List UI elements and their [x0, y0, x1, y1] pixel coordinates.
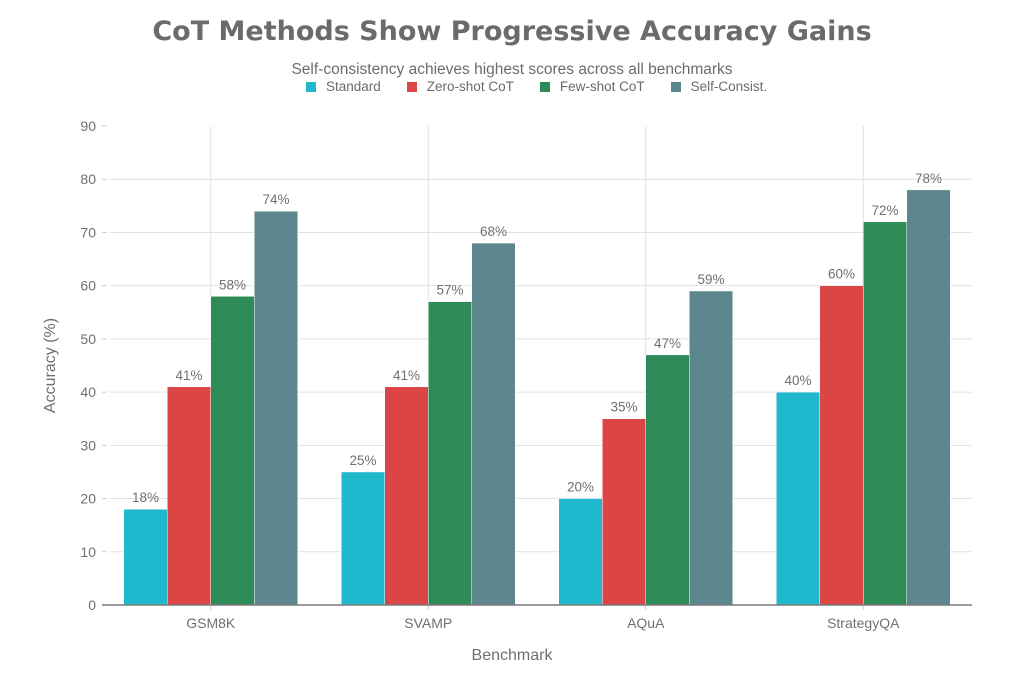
- chart-title: CoT Methods Show Progressive Accuracy Ga…: [152, 16, 872, 47]
- y-tick-label: 20: [80, 491, 96, 507]
- bar[interactable]: [776, 391, 820, 606]
- bar[interactable]: [602, 418, 646, 606]
- bar[interactable]: [428, 301, 472, 606]
- legend-swatch: [306, 81, 316, 92]
- y-tick-label: 60: [80, 278, 96, 294]
- data-label: 47%: [654, 336, 681, 351]
- bar[interactable]: [341, 471, 385, 606]
- bar[interactable]: [645, 354, 690, 606]
- legend-swatch: [406, 81, 417, 92]
- y-tick-label: 10: [80, 544, 96, 560]
- x-axis-title: Benchmark: [472, 647, 554, 664]
- x-tick-label: AQuA: [627, 615, 665, 631]
- bar[interactable]: [819, 285, 864, 606]
- y-axis-ticks: 0 10 20 30 40 50 60 70 80 90: [80, 118, 107, 613]
- data-label: 18%: [132, 490, 159, 505]
- data-label: 40%: [784, 373, 811, 388]
- legend-item[interactable]: Standard: [306, 79, 381, 94]
- data-label: 58%: [219, 277, 246, 292]
- y-tick-label: 40: [80, 384, 96, 400]
- y-axis-title: Accuracy (%): [42, 318, 59, 413]
- bar[interactable]: [471, 242, 516, 606]
- legend: Standard Zero-shot CoT Few-shot CoT Self-Co…: [306, 79, 793, 94]
- y-tick-label: 0: [88, 597, 96, 613]
- bar[interactable]: [167, 386, 211, 606]
- legend-swatch: [670, 81, 681, 92]
- data-label: 41%: [175, 368, 202, 383]
- bar[interactable]: [210, 296, 255, 606]
- legend-swatch: [539, 81, 550, 92]
- x-axis-ticks: GSM8K SVAMP AQuA StrategyQA: [186, 605, 900, 631]
- legend-item[interactable]: Zero-shot CoT: [406, 79, 514, 94]
- data-label: 72%: [871, 203, 898, 218]
- data-label: 25%: [349, 453, 376, 468]
- bars: [123, 189, 951, 606]
- y-tick-label: 50: [80, 331, 96, 347]
- data-label: 74%: [262, 192, 289, 207]
- bar[interactable]: [123, 508, 168, 606]
- legend-label: Few-shot CoT: [559, 79, 645, 94]
- x-tick-label: StrategyQA: [827, 615, 900, 631]
- data-label: 35%: [610, 400, 637, 415]
- x-tick-label: GSM8K: [186, 615, 236, 631]
- legend-label: Self-Consist.: [690, 79, 768, 94]
- data-label: 41%: [393, 368, 420, 383]
- bar[interactable]: [689, 290, 733, 606]
- data-label: 57%: [436, 283, 463, 298]
- y-tick-label: 70: [80, 224, 96, 240]
- legend-item[interactable]: Few-shot CoT: [539, 79, 645, 94]
- bar[interactable]: [384, 386, 429, 606]
- data-label: 59%: [697, 272, 724, 287]
- data-labels: 18% 41% 58% 74% 25% 41% 57% 68% 20% 35% 47% 59% 40% 6…: [132, 171, 942, 505]
- legend-item[interactable]: Self-Consist.: [670, 79, 768, 94]
- legend-label: Zero-shot CoT: [426, 79, 514, 94]
- y-tick-label: 90: [80, 118, 96, 134]
- bar[interactable]: [254, 210, 298, 606]
- x-tick-label: SVAMP: [404, 615, 452, 631]
- bar[interactable]: [863, 221, 907, 606]
- y-tick-label: 30: [80, 437, 96, 453]
- data-label: 60%: [828, 267, 855, 282]
- chart-subtitle: Self-consistency achieves highest scores…: [291, 61, 733, 78]
- data-label: 20%: [567, 480, 594, 495]
- data-label: 68%: [480, 224, 507, 239]
- data-label: 78%: [915, 171, 942, 186]
- legend-label: Standard: [326, 79, 381, 94]
- bar[interactable]: [558, 498, 603, 606]
- bar[interactable]: [906, 189, 951, 606]
- y-tick-label: 80: [80, 171, 96, 187]
